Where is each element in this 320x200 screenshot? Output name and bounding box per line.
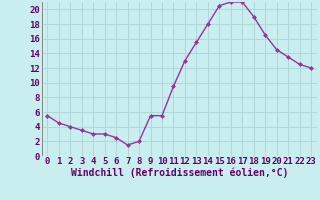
X-axis label: Windchill (Refroidissement éolien,°C): Windchill (Refroidissement éolien,°C): [70, 168, 288, 178]
